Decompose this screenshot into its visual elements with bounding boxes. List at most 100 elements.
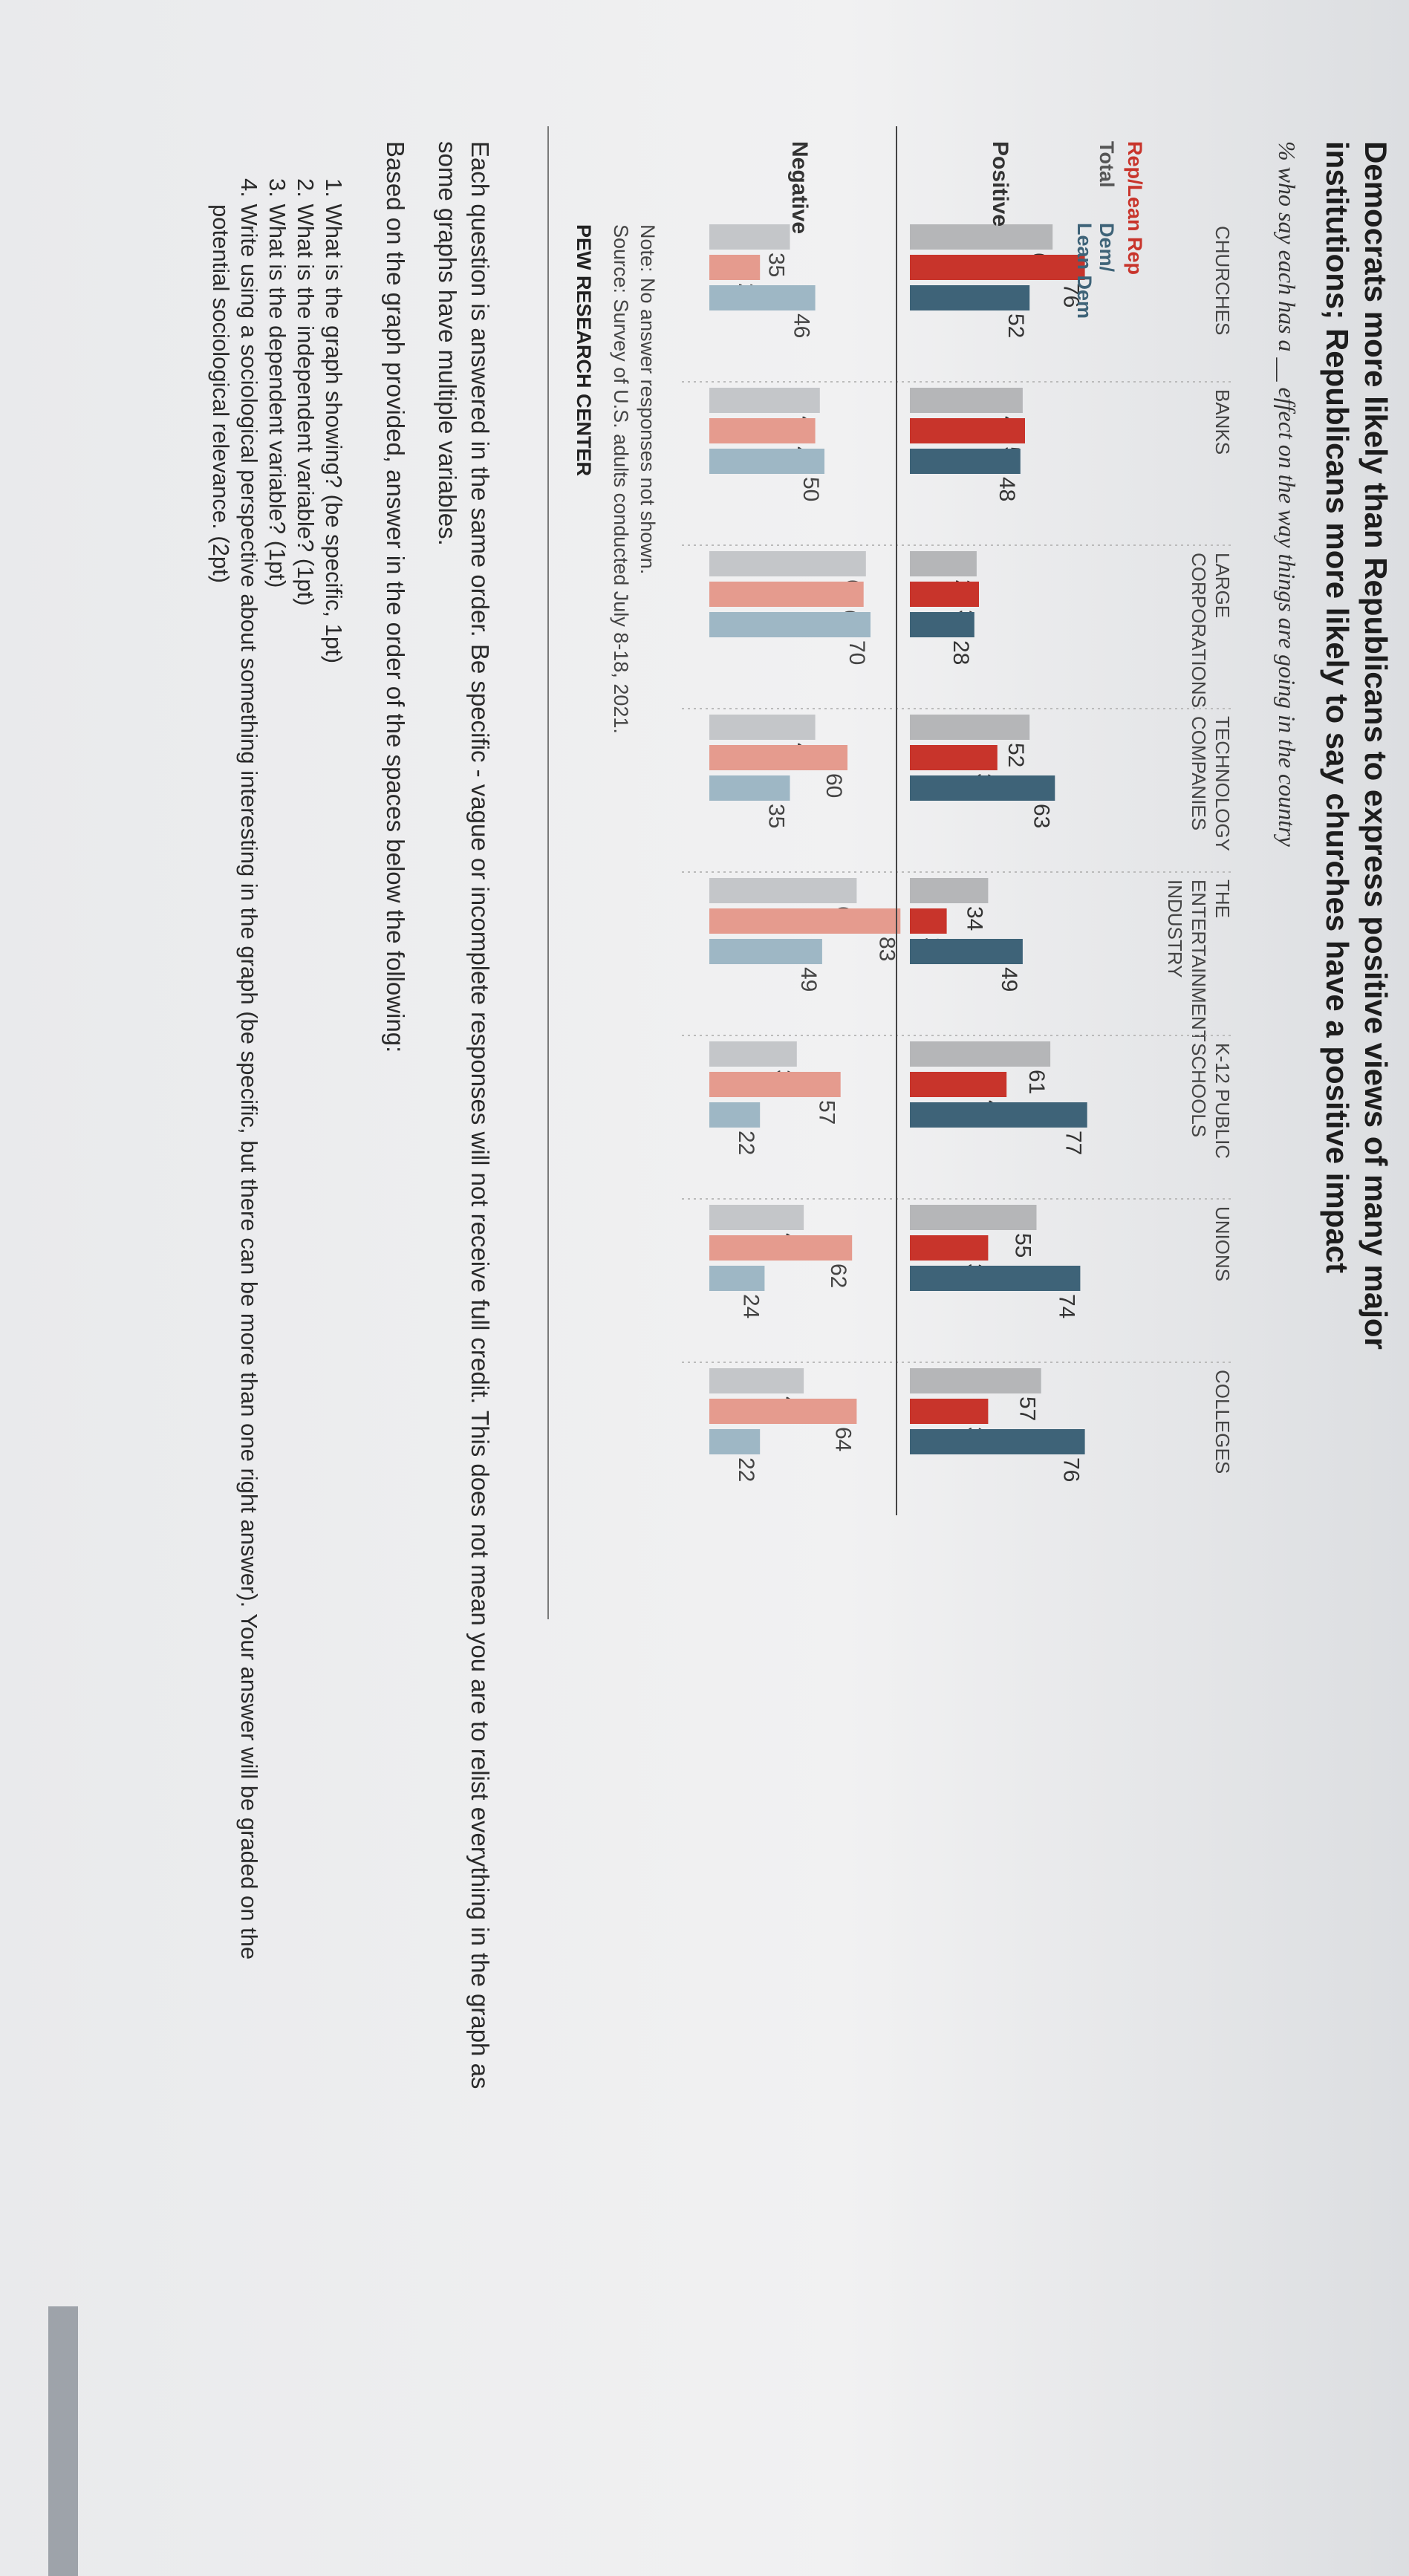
legend-dem-line2: Lean Dem <box>1073 223 1096 319</box>
category-label-technology-companies: TECHNOLOGY <box>1211 716 1234 851</box>
bar-negative-dem-lean-dem-churches <box>709 285 816 310</box>
bar-positive-rep-lean-rep-k-12-public-schools <box>910 1072 1007 1097</box>
value-label-negative-dem-lean-dem: 22 <box>734 1131 758 1155</box>
value-label-positive-total: 57 <box>1015 1396 1040 1421</box>
value-label-positive-total: 52 <box>1003 743 1028 767</box>
category-label-the-entertainment-industry: ENTERTAINMENT <box>1188 879 1210 1042</box>
category-label-churches: CHURCHES <box>1211 226 1234 335</box>
category-label-k-12-public-schools: K-12 PUBLIC <box>1211 1043 1234 1159</box>
value-label-positive-total: 55 <box>1011 1233 1035 1258</box>
bar-positive-dem-lean-dem-technology-companies <box>909 775 1055 801</box>
bar-positive-rep-lean-rep-banks <box>910 418 1025 443</box>
bar-positive-rep-lean-rep-the-entertainment-industry <box>909 908 947 934</box>
bar-positive-dem-lean-dem-k-12-public-schools <box>910 1102 1087 1128</box>
bar-negative-rep-lean-rep-technology-companies <box>709 745 847 770</box>
question-3: 3. What is the dependent variable? (1pt) <box>264 178 290 588</box>
bar-positive-dem-lean-dem-colleges <box>910 1429 1085 1454</box>
bar-negative-total-technology-companies <box>709 715 816 740</box>
bar-positive-total-unions <box>910 1205 1037 1230</box>
legend-dem-line1: Dem/ <box>1096 223 1118 273</box>
bar-negative-dem-lean-dem-colleges <box>709 1429 761 1454</box>
legend-total: Total <box>1096 141 1118 188</box>
chart-note: Note: No answer responses not shown. <box>637 224 659 575</box>
bar-positive-total-banks <box>910 388 1023 413</box>
value-label-negative-rep-lean-rep: 60 <box>821 773 846 798</box>
value-label-positive-dem-lean-dem: 52 <box>1003 313 1028 338</box>
chart-end-rule <box>547 126 549 1619</box>
bar-negative-dem-lean-dem-k-12-public-schools <box>709 1102 761 1128</box>
category-label-technology-companies: COMPANIES <box>1188 716 1210 830</box>
bar-positive-rep-lean-rep-large-corporations <box>910 582 979 607</box>
bar-positive-dem-lean-dem-unions <box>910 1266 1081 1291</box>
bar-negative-rep-lean-rep-unions <box>709 1235 853 1261</box>
instructions-lead: Based on the graph provided, answer in t… <box>382 141 409 1053</box>
bar-positive-dem-lean-dem-large-corporations <box>909 612 974 637</box>
category-label-the-entertainment-industry: THE <box>1211 879 1234 918</box>
bar-negative-dem-lean-dem-technology-companies <box>709 775 790 801</box>
instructions-line2: some graphs have multiple variables. <box>434 141 461 546</box>
value-label-negative-total: 35 <box>764 253 789 277</box>
value-label-negative-rep-lean-rep: 83 <box>874 937 899 961</box>
bar-positive-dem-lean-dem-the-entertainment-industry <box>910 939 1023 964</box>
value-label-positive-dem-lean-dem: 63 <box>1029 804 1053 828</box>
bar-positive-total-technology-companies <box>910 715 1030 740</box>
value-label-positive-dem-lean-dem: 77 <box>1061 1131 1086 1155</box>
bar-negative-total-colleges <box>709 1368 804 1393</box>
value-label-positive-dem-lean-dem: 74 <box>1054 1294 1078 1318</box>
bar-negative-dem-lean-dem-unions <box>709 1266 765 1291</box>
bar-negative-total-churches <box>709 224 790 250</box>
bar-positive-dem-lean-dem-churches <box>910 285 1030 310</box>
value-label-negative-dem-lean-dem: 70 <box>845 640 869 665</box>
question-4: 4. Write using a sociological perspectiv… <box>236 178 262 1960</box>
value-label-positive-total: 61 <box>1024 1070 1049 1094</box>
value-label-negative-rep-lean-rep: 57 <box>815 1100 839 1125</box>
value-label-negative-dem-lean-dem: 49 <box>796 967 821 992</box>
bar-positive-rep-lean-rep-unions <box>910 1235 989 1261</box>
bar-negative-total-large-corporations <box>709 551 866 576</box>
bar-negative-total-the-entertainment-industry <box>709 878 857 903</box>
value-label-negative-dem-lean-dem: 46 <box>790 313 814 338</box>
bar-negative-total-banks <box>709 388 820 413</box>
question-4-continued: potential sociological relevance. (2pt) <box>208 204 234 584</box>
bar-positive-rep-lean-rep-churches <box>910 255 1085 280</box>
bar-positive-total-k-12-public-schools <box>910 1041 1051 1067</box>
bar-negative-rep-lean-rep-k-12-public-schools <box>709 1072 841 1097</box>
category-label-the-entertainment-industry: INDUSTRY <box>1164 879 1186 978</box>
bar-negative-total-unions <box>709 1205 804 1230</box>
category-label-k-12-public-schools: SCHOOLS <box>1188 1043 1210 1137</box>
value-label-positive-dem-lean-dem: 48 <box>995 477 1019 501</box>
row-label-negative: Negative <box>787 141 812 234</box>
category-label-large-corporations: CORPORATIONS <box>1188 553 1210 708</box>
bar-positive-total-the-entertainment-industry <box>910 878 989 903</box>
bar-negative-rep-lean-rep-the-entertainment-industry <box>709 908 901 934</box>
bar-negative-dem-lean-dem-large-corporations <box>709 612 871 637</box>
bar-positive-dem-lean-dem-banks <box>909 449 1021 474</box>
bar-negative-rep-lean-rep-colleges <box>709 1399 857 1424</box>
value-label-negative-dem-lean-dem: 22 <box>734 1457 758 1482</box>
bar-negative-dem-lean-dem-the-entertainment-industry <box>709 939 822 964</box>
category-label-large-corporations: LARGE <box>1211 553 1234 618</box>
bar-negative-rep-lean-rep-large-corporations <box>709 582 864 607</box>
value-label-positive-rep-lean-rep: 76 <box>1059 283 1084 308</box>
value-label-negative-dem-lean-dem: 50 <box>798 477 823 501</box>
bar-positive-rep-lean-rep-colleges <box>910 1399 989 1424</box>
question-1: 1. What is the graph showing? (be specif… <box>321 178 347 664</box>
value-label-negative-dem-lean-dem: 24 <box>738 1294 763 1318</box>
question-2: 2. What is the independent variable? (1p… <box>293 178 319 606</box>
category-label-colleges: COLLEGES <box>1211 1370 1234 1474</box>
value-label-positive-total: 34 <box>962 906 986 931</box>
value-label-positive-dem-lean-dem: 28 <box>948 640 973 665</box>
value-label-negative-rep-lean-rep: 64 <box>830 1427 855 1451</box>
bar-positive-total-colleges <box>910 1368 1041 1393</box>
bar-positive-rep-lean-rep-technology-companies <box>909 745 998 770</box>
chart-source: Source: Survey of U.S. adults conducted … <box>610 224 632 734</box>
bar-positive-total-large-corporations <box>910 551 977 576</box>
bar-positive-total-churches <box>910 224 1053 250</box>
row-label-positive: Positive <box>988 141 1012 227</box>
value-label-positive-dem-lean-dem: 76 <box>1059 1457 1084 1482</box>
category-label-banks: BANKS <box>1211 389 1234 455</box>
category-label-unions: UNIONS <box>1211 1206 1234 1281</box>
value-label-negative-dem-lean-dem: 35 <box>764 804 789 828</box>
